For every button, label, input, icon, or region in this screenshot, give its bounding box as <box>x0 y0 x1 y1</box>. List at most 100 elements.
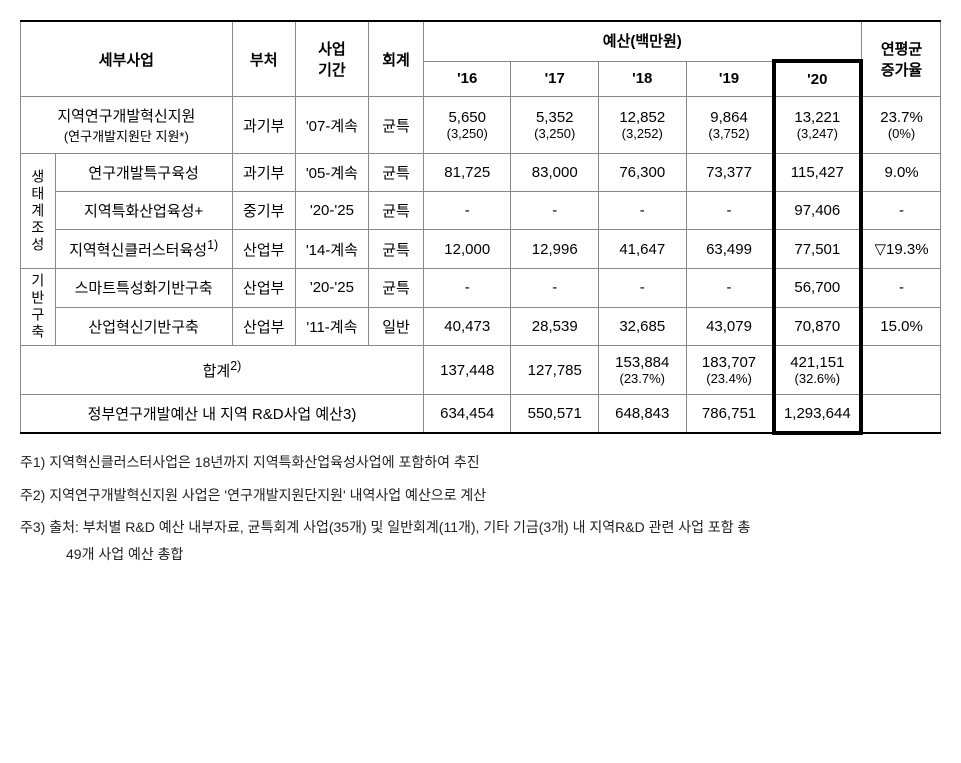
project-name: 연구개발특구육성 <box>55 154 232 192</box>
cell-20: 97,406 <box>774 192 862 230</box>
header-y17: '17 <box>511 61 599 97</box>
cell-19: 43,079 <box>686 307 774 346</box>
gov-16: 634,454 <box>423 395 511 434</box>
project-name: 산업혁신기반구축 <box>55 307 232 346</box>
category-ecosystem: 생태계조성 <box>21 154 56 269</box>
acct-cell: 일반 <box>369 307 424 346</box>
header-period: 사업 기간 <box>295 21 368 97</box>
gov-17: 550,571 <box>511 395 599 434</box>
header-ministry: 부처 <box>232 21 295 97</box>
gov-20: 1,293,644 <box>774 395 862 434</box>
gov-18: 648,843 <box>599 395 687 434</box>
cell-18: 76,300 <box>599 154 687 192</box>
cell-16: 81,725 <box>423 154 511 192</box>
gov-label: 정부연구개발예산 내 지역 R&D사업 예산3) <box>21 395 424 434</box>
acct-cell: 균특 <box>369 97 424 154</box>
project-name: 지역특화산업육성+ <box>55 192 232 230</box>
budget-table: 세부사업 부처 사업 기간 회계 예산(백만원) 연평균 증가율 '16 '17… <box>20 20 941 435</box>
total-row: 합계2) 137,448 127,785 153,884(23.7%) 183,… <box>21 346 941 395</box>
total-16: 137,448 <box>423 346 511 395</box>
acct-cell: 균특 <box>369 230 424 269</box>
cell-20: 13,221(3,247) <box>774 97 862 154</box>
cell-16: 5,650(3,250) <box>423 97 511 154</box>
table-row: 기반구축 스마트특성화기반구축 산업부 '20-'25 균특 - - - - 5… <box>21 269 941 308</box>
cell-18: 41,647 <box>599 230 687 269</box>
note-1: 주1) 지역혁신클러스터사업은 18년까지 지역특화산업육성사업에 포함하여 추… <box>20 449 941 476</box>
cagr-cell: - <box>861 192 940 230</box>
total-17: 127,785 <box>511 346 599 395</box>
cell-16: 12,000 <box>423 230 511 269</box>
gov-cagr <box>861 395 940 434</box>
cell-16: - <box>423 269 511 308</box>
total-19: 183,707(23.4%) <box>686 346 774 395</box>
total-cagr <box>861 346 940 395</box>
cell-19: 9,864(3,752) <box>686 97 774 154</box>
table-row: 지역연구개발혁신지원 (연구개발지원단 지원*) 과기부 '07-계속 균특 5… <box>21 97 941 154</box>
cell-16: - <box>423 192 511 230</box>
note-2: 주2) 지역연구개발혁신지원 사업은 '연구개발지원단지원' 내역사업 예산으로… <box>20 482 941 509</box>
cell-18: - <box>599 192 687 230</box>
cagr-cell: 15.0% <box>861 307 940 346</box>
cagr-cell: ▽19.3% <box>861 230 940 269</box>
ministry-cell: 중기부 <box>232 192 295 230</box>
table-body: 지역연구개발혁신지원 (연구개발지원단 지원*) 과기부 '07-계속 균특 5… <box>21 97 941 434</box>
gov-row: 정부연구개발예산 내 지역 R&D사업 예산3) 634,454 550,571… <box>21 395 941 434</box>
header-budget: 예산(백만원) <box>423 21 861 61</box>
period-cell: '20-'25 <box>295 269 368 308</box>
acct-cell: 균특 <box>369 154 424 192</box>
footnotes: 주1) 지역혁신클러스터사업은 18년까지 지역특화산업육성사업에 포함하여 추… <box>20 449 941 567</box>
ministry-cell: 과기부 <box>232 154 295 192</box>
project-name: 지역연구개발혁신지원 (연구개발지원단 지원*) <box>21 97 233 154</box>
cell-17: - <box>511 269 599 308</box>
category-infra: 기반구축 <box>21 269 56 346</box>
header-accounting: 회계 <box>369 21 424 97</box>
ministry-cell: 과기부 <box>232 97 295 154</box>
project-name: 스마트특성화기반구축 <box>55 269 232 308</box>
header-cagr: 연평균 증가율 <box>861 21 940 97</box>
total-18: 153,884(23.7%) <box>599 346 687 395</box>
acct-cell: 균특 <box>369 192 424 230</box>
cell-20: 77,501 <box>774 230 862 269</box>
header-y16: '16 <box>423 61 511 97</box>
cell-20: 115,427 <box>774 154 862 192</box>
table-row: 산업혁신기반구축 산업부 '11-계속 일반 40,473 28,539 32,… <box>21 307 941 346</box>
cell-18: 32,685 <box>599 307 687 346</box>
period-cell: '20-'25 <box>295 192 368 230</box>
gov-19: 786,751 <box>686 395 774 434</box>
cell-18: - <box>599 269 687 308</box>
cell-18: 12,852(3,252) <box>599 97 687 154</box>
header-y18: '18 <box>599 61 687 97</box>
cagr-cell: 9.0% <box>861 154 940 192</box>
ministry-cell: 산업부 <box>232 269 295 308</box>
cell-20: 70,870 <box>774 307 862 346</box>
cell-17: - <box>511 192 599 230</box>
cagr-cell: 23.7%(0%) <box>861 97 940 154</box>
header-y20: '20 <box>774 61 862 97</box>
cell-17: 28,539 <box>511 307 599 346</box>
project-name: 지역혁신클러스터육성1) <box>55 230 232 269</box>
cell-17: 12,996 <box>511 230 599 269</box>
cell-19: 73,377 <box>686 154 774 192</box>
cagr-cell: - <box>861 269 940 308</box>
cell-17: 5,352(3,250) <box>511 97 599 154</box>
table-row: 생태계조성 연구개발특구육성 과기부 '05-계속 균특 81,725 83,0… <box>21 154 941 192</box>
cell-16: 40,473 <box>423 307 511 346</box>
cell-19: - <box>686 269 774 308</box>
period-cell: '05-계속 <box>295 154 368 192</box>
table-row: 지역특화산업육성+ 중기부 '20-'25 균특 - - - - 97,406 … <box>21 192 941 230</box>
total-20: 421,151(32.6%) <box>774 346 862 395</box>
period-cell: '11-계속 <box>295 307 368 346</box>
ministry-cell: 산업부 <box>232 307 295 346</box>
acct-cell: 균특 <box>369 269 424 308</box>
header-project: 세부사업 <box>21 21 233 97</box>
period-cell: '07-계속 <box>295 97 368 154</box>
note-3: 주3) 출처: 부처별 R&D 예산 내부자료, 균특회계 사업(35개) 및 … <box>20 514 941 567</box>
table-row: 지역혁신클러스터육성1) 산업부 '14-계속 균특 12,000 12,996… <box>21 230 941 269</box>
cell-19: - <box>686 192 774 230</box>
total-label: 합계2) <box>21 346 424 395</box>
period-cell: '14-계속 <box>295 230 368 269</box>
cell-20: 56,700 <box>774 269 862 308</box>
ministry-cell: 산업부 <box>232 230 295 269</box>
cell-19: 63,499 <box>686 230 774 269</box>
cell-17: 83,000 <box>511 154 599 192</box>
